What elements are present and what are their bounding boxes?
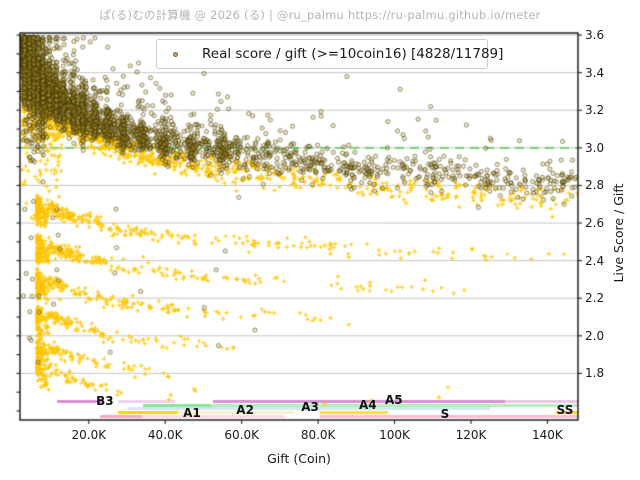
y-tick-label: 3.2 xyxy=(585,103,605,118)
y-tick-label: 3.0 xyxy=(585,140,605,155)
x-tick-label: 140K xyxy=(532,428,563,442)
y-tick-label: 2.4 xyxy=(585,253,605,268)
y-tick-label: 2.6 xyxy=(585,216,605,231)
rank-label-s: S xyxy=(440,406,450,421)
y-tick-label: 2.2 xyxy=(585,291,605,306)
rank-label-ss: SS xyxy=(556,403,574,418)
x-tick-label: 40.0K xyxy=(147,428,183,442)
y-axis-title: Live Score / Gift xyxy=(611,183,626,283)
x-tick-label: 60.0K xyxy=(224,428,259,442)
legend: Real score / gift (>=10coin16) [4828/117… xyxy=(156,39,503,69)
rank-label-a3: A3 xyxy=(301,399,319,414)
y-tick-label: 1.8 xyxy=(585,366,605,381)
rank-label-a5: A5 xyxy=(384,393,403,408)
x-axis-title: Gift (Coin) xyxy=(267,451,331,466)
y-tick-label: 2.8 xyxy=(585,178,605,193)
rank-label-b3: B3 xyxy=(96,394,114,409)
y-tick-label: 3.4 xyxy=(585,65,605,80)
x-tick-label: 100K xyxy=(379,428,410,442)
legend-marker-icon xyxy=(173,51,178,57)
x-tick-label: 120K xyxy=(455,428,487,442)
x-tick-label: 80.0K xyxy=(300,428,336,442)
x-tick-label: 20.0K xyxy=(71,428,107,442)
legend-label: Real score / gift (>=10coin16) [4828/117… xyxy=(202,46,504,62)
rank-label-a2: A2 xyxy=(236,403,254,418)
y-tick-label: 2.0 xyxy=(585,328,605,343)
rank-label-a4: A4 xyxy=(358,397,377,412)
y-tick-label: 3.6 xyxy=(585,28,605,43)
rank-label-a1: A1 xyxy=(183,406,201,421)
